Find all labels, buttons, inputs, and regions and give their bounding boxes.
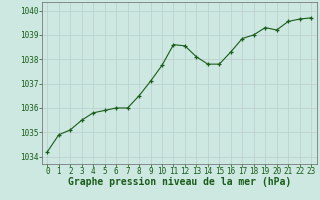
X-axis label: Graphe pression niveau de la mer (hPa): Graphe pression niveau de la mer (hPa) [68, 177, 291, 187]
